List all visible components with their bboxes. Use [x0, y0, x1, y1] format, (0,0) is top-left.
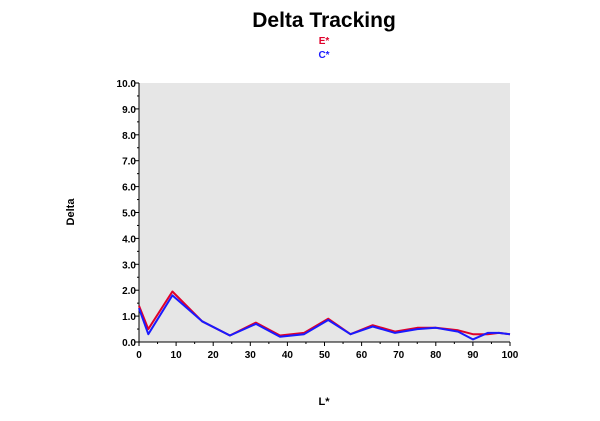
y-tick-label: 3.0 [122, 260, 136, 271]
legend-entry-1: E* [319, 36, 330, 47]
y-tick-label: 0.0 [122, 338, 136, 349]
legend-entry-2: C* [318, 50, 329, 61]
x-tick-label: 40 [282, 350, 294, 361]
x-tick-label: 80 [430, 350, 442, 361]
x-tick-label: 50 [319, 350, 331, 361]
y-tick-label: 10.0 [117, 79, 137, 90]
x-tick-label: 70 [393, 350, 405, 361]
y-tick-label: 5.0 [122, 209, 136, 220]
y-tick-label: 6.0 [122, 183, 136, 194]
y-tick-label: 4.0 [122, 234, 136, 245]
y-tick-label: 7.0 [122, 157, 136, 168]
x-tick-label: 30 [245, 350, 257, 361]
x-axis-label: L* [319, 396, 331, 408]
y-tick-label: 2.0 [122, 286, 136, 297]
y-tick-label: 9.0 [122, 105, 136, 116]
x-tick-label: 20 [208, 350, 220, 361]
x-tick-label: 100 [502, 350, 519, 361]
series-lines [138, 290, 511, 341]
plot-area [139, 83, 510, 342]
legend: E* C* [318, 36, 329, 61]
y-tick-label: 1.0 [122, 312, 136, 323]
series-line-2 [138, 294, 511, 341]
axes: 0.0 1.0 2.0 3.0 4.0 5.0 6.0 7.0 8.0 9.0 10.0 0 10 20 3… [117, 79, 519, 361]
x-tick-label: 60 [356, 350, 368, 361]
x-tick-label: 90 [467, 350, 479, 361]
y-tick-label: 8.0 [122, 131, 136, 142]
y-axis-label: Delta [65, 198, 77, 226]
x-tick-label: 10 [171, 350, 183, 361]
chart-title: Delta Tracking [252, 9, 396, 32]
x-tick-label: 0 [136, 350, 142, 361]
